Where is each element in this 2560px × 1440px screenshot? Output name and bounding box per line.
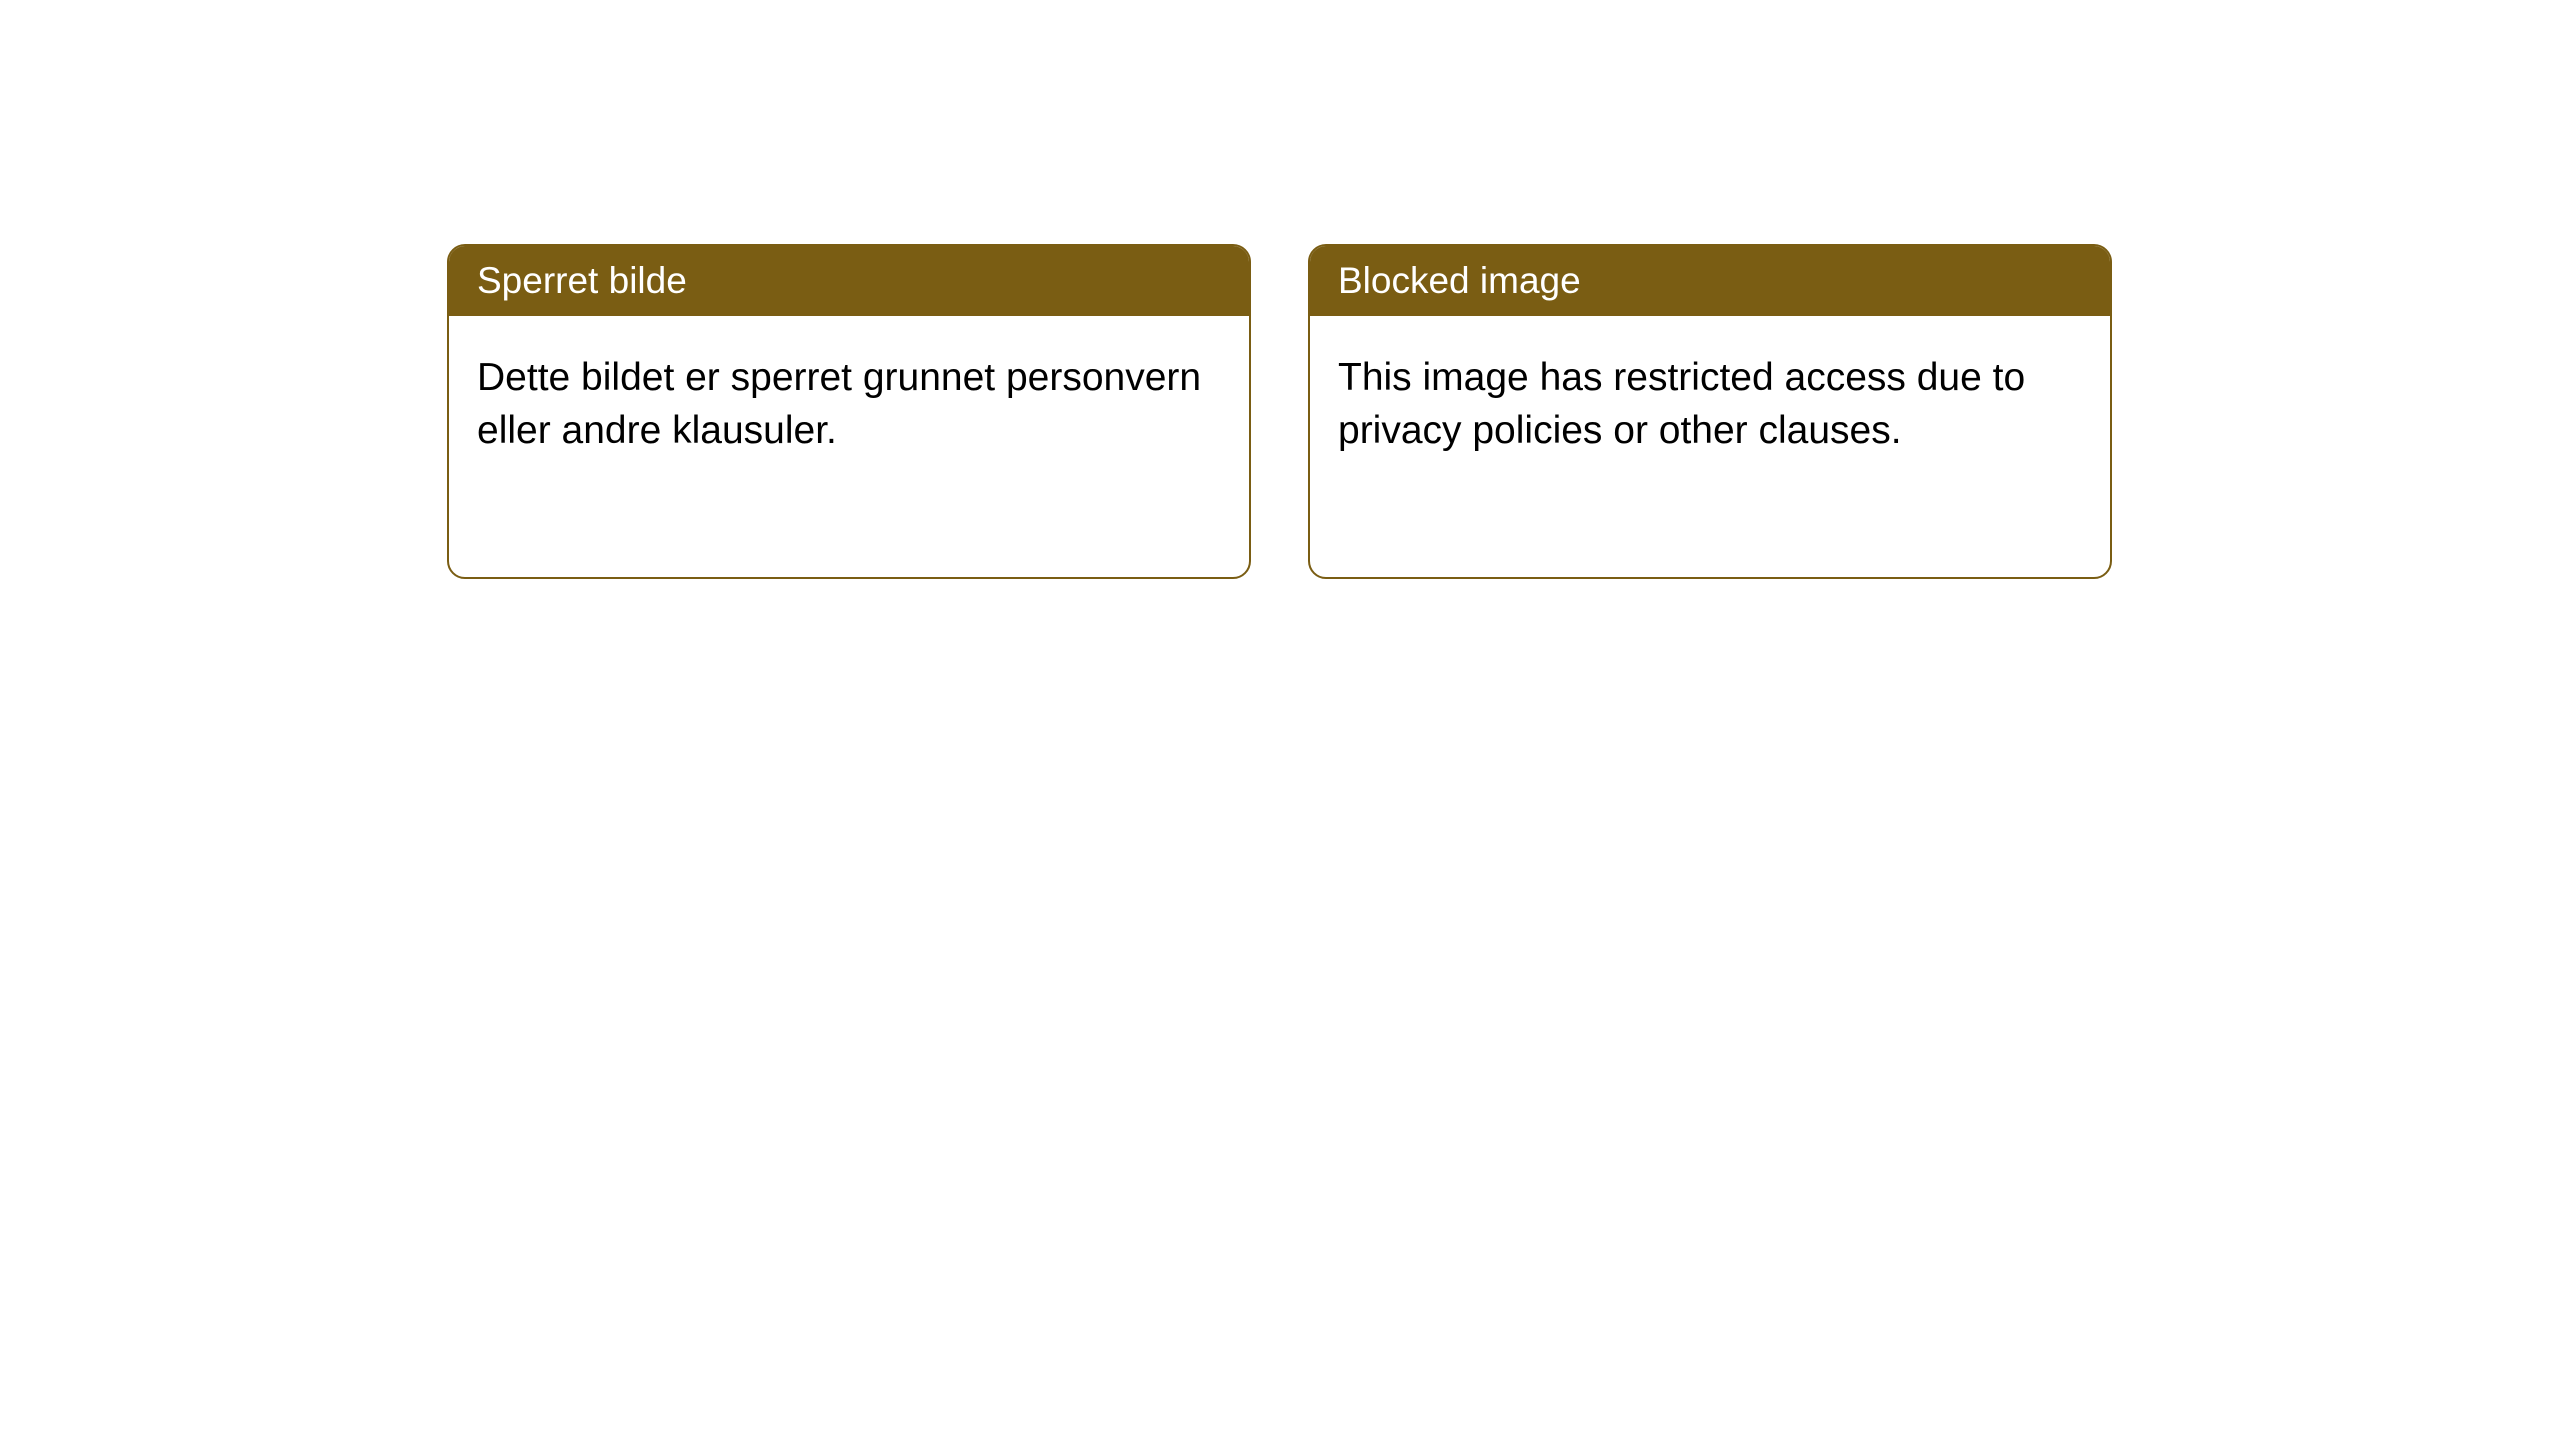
notice-card-english: Blocked image This image has restricted … (1308, 244, 2112, 579)
card-body: Dette bildet er sperret grunnet personve… (449, 316, 1249, 493)
notice-cards-container: Sperret bilde Dette bildet er sperret gr… (0, 0, 2560, 579)
card-header: Sperret bilde (449, 246, 1249, 316)
card-title: Blocked image (1338, 260, 1581, 301)
notice-card-norwegian: Sperret bilde Dette bildet er sperret gr… (447, 244, 1251, 579)
card-title: Sperret bilde (477, 260, 687, 301)
card-body-text: Dette bildet er sperret grunnet personve… (477, 356, 1201, 452)
card-body-text: This image has restricted access due to … (1338, 356, 2025, 452)
card-body: This image has restricted access due to … (1310, 316, 2110, 493)
card-header: Blocked image (1310, 246, 2110, 316)
